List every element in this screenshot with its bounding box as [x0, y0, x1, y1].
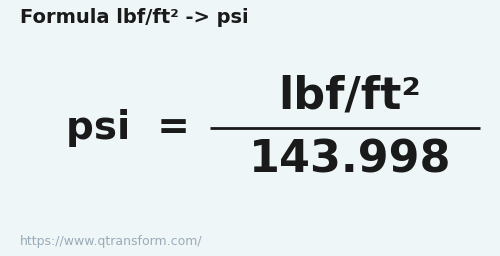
Text: Formula lbf/ft² -> psi: Formula lbf/ft² -> psi [20, 8, 248, 27]
Text: lbf/ft²: lbf/ft² [278, 75, 422, 118]
Text: 143.998: 143.998 [249, 138, 451, 181]
Text: https://www.qtransform.com/: https://www.qtransform.com/ [20, 235, 203, 248]
Text: psi  =: psi = [66, 109, 190, 147]
